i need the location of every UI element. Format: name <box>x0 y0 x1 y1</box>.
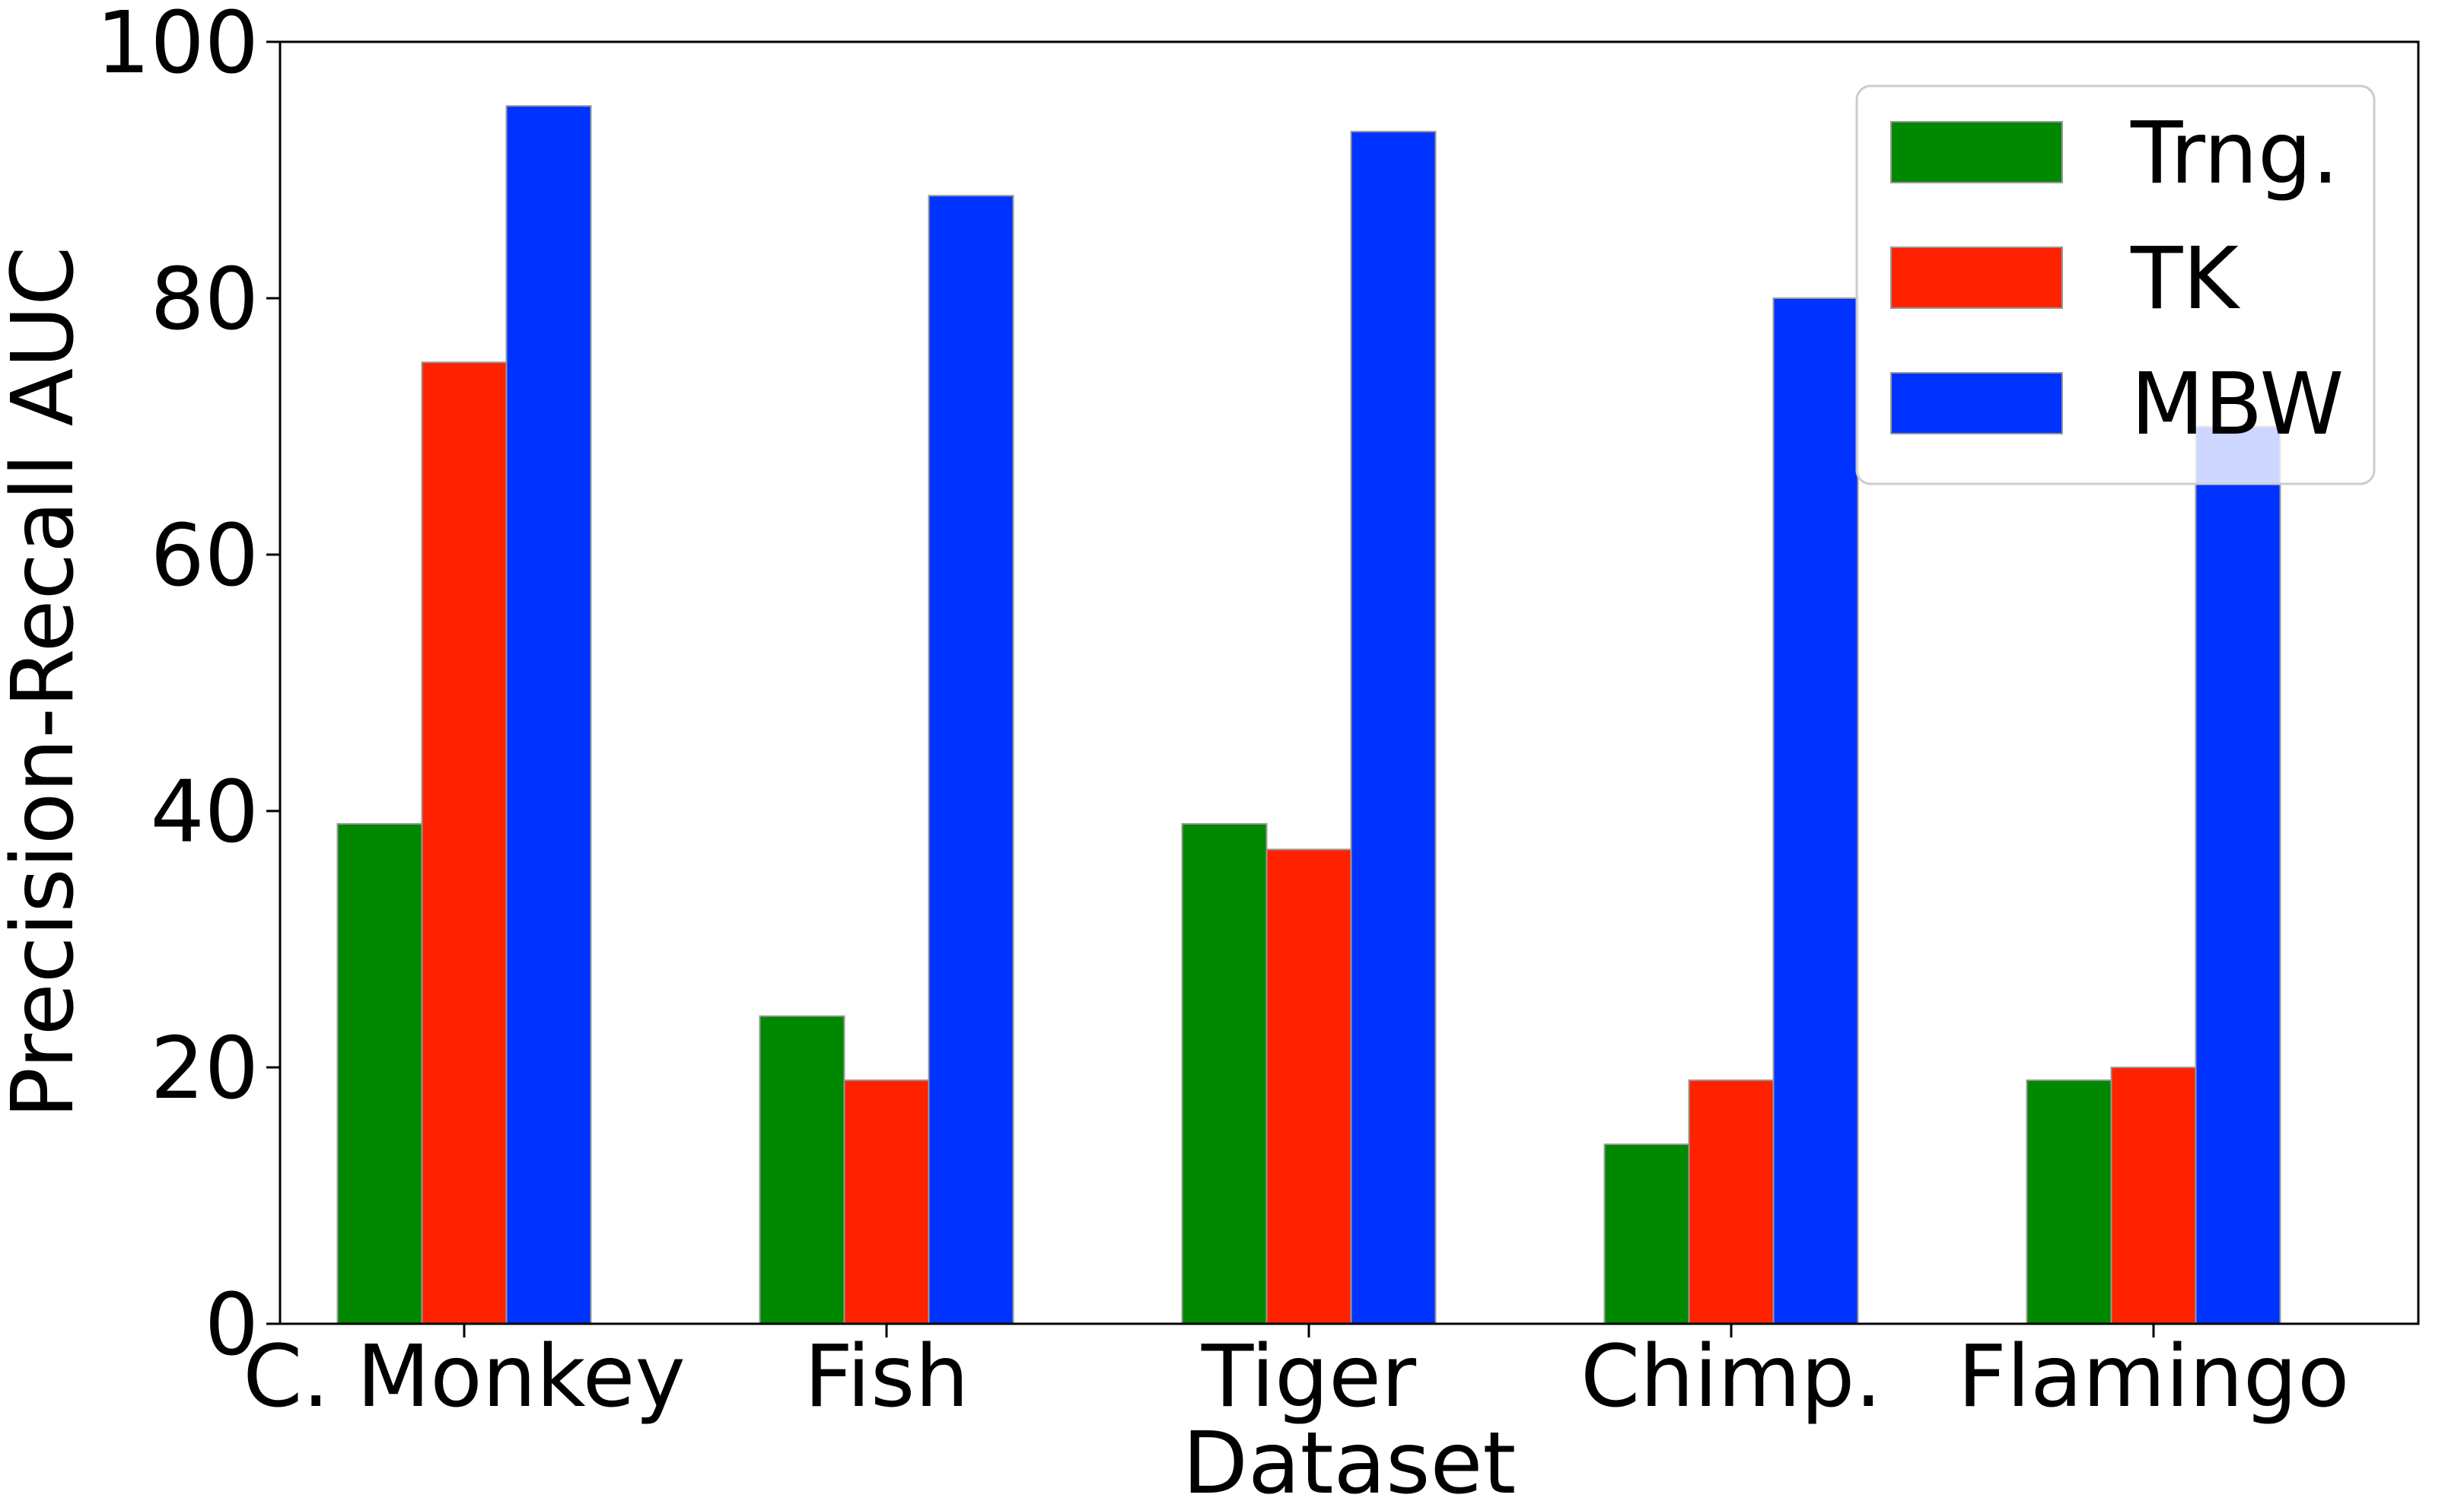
x-tick-label: Chimp. <box>1581 1328 1882 1426</box>
x-tick-label: Tiger <box>1201 1328 1417 1426</box>
bar-trng-chimp <box>1603 1143 1690 1325</box>
bars-layer <box>336 105 2281 1325</box>
y-tick-label: 80 <box>150 250 259 349</box>
bar-tk-fish <box>843 1079 930 1325</box>
bar-trng-flamingo <box>2026 1079 2112 1325</box>
bar-trng-c-monkey <box>336 822 423 1325</box>
bar-mbw-tiger <box>1350 130 1437 1325</box>
y-tick-label: 40 <box>150 763 259 862</box>
legend-swatch-tk <box>1890 246 2063 309</box>
legend-swatch-mbw <box>1890 372 2063 434</box>
x-tick-label: Fish <box>804 1328 969 1426</box>
legend-swatch-trng <box>1890 121 2063 183</box>
bar-tk-flamingo <box>2110 1067 2197 1325</box>
legend-label-tk: TK <box>2130 230 2240 329</box>
x-axis: C. Monkey Fish Tiger Chimp. Flamingo <box>243 1324 2350 1426</box>
x-tick-label: C. Monkey <box>243 1328 686 1426</box>
legend-items: Trng. TK MBW <box>1890 104 2344 454</box>
bar-mbw-chimp <box>1772 297 1859 1325</box>
legend-label-trng: Trng. <box>2130 104 2339 203</box>
plot-frame <box>279 40 2420 1325</box>
y-tick-label: 0 <box>205 1276 259 1375</box>
x-tick-label: Flamingo <box>1958 1328 2350 1426</box>
bar-tk-tiger <box>1265 848 1352 1325</box>
legend: Trng. TK MBW <box>1855 84 2376 485</box>
bar-tk-c-monkey <box>421 361 508 1325</box>
bar-tk-chimp <box>1688 1079 1775 1325</box>
legend-label-mbw: MBW <box>2131 355 2344 454</box>
bar-mbw-c-monkey <box>505 105 592 1325</box>
bar-trng-tiger <box>1181 822 1268 1325</box>
bar-trng-fish <box>759 1015 845 1325</box>
y-tick-label: 20 <box>150 1019 259 1118</box>
y-tick-label: 60 <box>150 507 259 606</box>
y-axis-label: Precision-Recall AUC <box>0 246 93 1119</box>
bar-mbw-flamingo <box>2195 425 2281 1325</box>
bar-mbw-fish <box>928 195 1014 1325</box>
x-axis-label: Dataset <box>1183 1414 1517 1494</box>
y-tick-label: 100 <box>96 0 259 93</box>
y-axis: 0 20 40 60 80 100 <box>96 0 280 1375</box>
